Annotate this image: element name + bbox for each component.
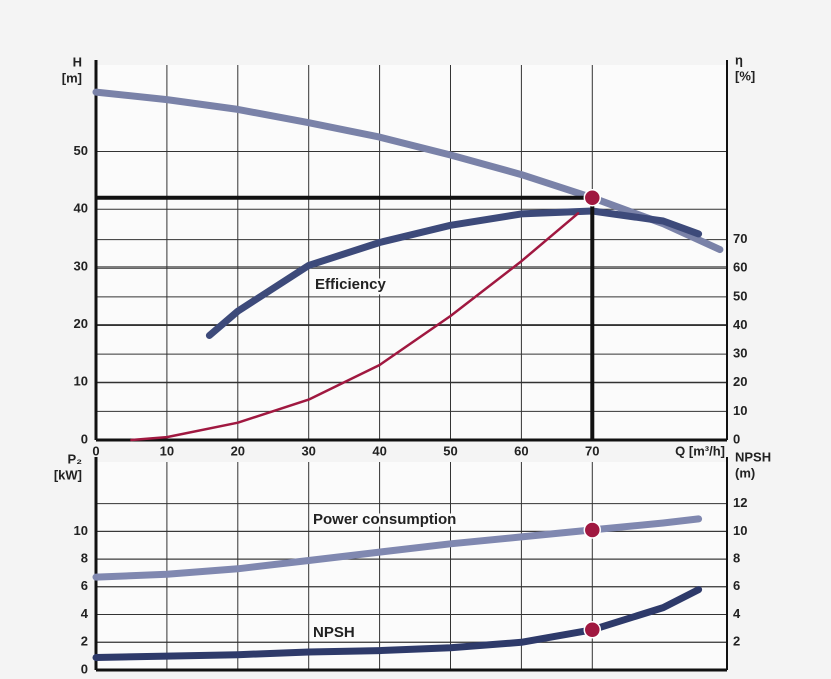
y-axis-label: [m] [62,70,82,85]
y-tick-label: 0 [81,661,88,676]
y-tick-label: 2 [81,634,88,649]
plot-area [96,65,727,440]
y2-tick-label: 0 [733,431,740,446]
x-tick-label: 50 [443,443,457,458]
y2-tick-label: 50 [733,288,747,303]
curve-label: NPSH [313,624,355,641]
operating-point [584,190,600,206]
x-axis-label: Q [m³/h] [675,443,725,458]
y-tick-label: 40 [74,201,88,216]
y2-tick-label: 10 [733,523,747,538]
y2-axis-label: NPSH [735,449,771,464]
y2-tick-label: 20 [733,374,747,389]
y2-tick-label: 30 [733,346,747,361]
y-axis-label: H [73,54,82,69]
x-tick-label: 10 [160,443,174,458]
y-tick-label: 6 [81,578,88,593]
y2-tick-label: 4 [733,606,741,621]
y2-axis-label: [%] [735,68,755,83]
curve-label: Efficiency [315,276,387,293]
y-tick-label: 10 [74,374,88,389]
x-tick-label: 40 [372,443,386,458]
y2-tick-label: 12 [733,495,747,510]
x-tick-label: 30 [301,443,315,458]
x-tick-label: 60 [514,443,528,458]
plot-area [96,462,727,670]
pump-curve-chart: 0102030405060700102030405001020304050607… [0,0,831,679]
y2-tick-label: 60 [733,260,747,275]
y2-axis-label: η [735,52,743,67]
y2-tick-label: 10 [733,403,747,418]
curve-label: Power consumption [313,511,456,528]
y-tick-label: 8 [81,551,88,566]
y2-tick-label: 70 [733,231,747,246]
y-tick-label: 0 [81,431,88,446]
y-tick-label: 50 [74,143,88,158]
x-tick-label: 70 [585,443,599,458]
x-tick-label: 20 [231,443,245,458]
operating-point [584,622,600,638]
y-axis-label: [kW] [54,467,82,482]
x-tick-label: 0 [92,443,99,458]
y-tick-label: 10 [74,523,88,538]
y2-tick-label: 2 [733,634,740,649]
y2-tick-label: 40 [733,317,747,332]
y-tick-label: 20 [74,316,88,331]
y-tick-label: 4 [81,606,89,621]
y-axis-label: P₂ [68,451,83,466]
y2-tick-label: 6 [733,578,740,593]
y-tick-label: 30 [74,258,88,273]
operating-point [584,522,600,538]
y2-tick-label: 8 [733,551,740,566]
y2-axis-label: (m) [735,465,755,480]
